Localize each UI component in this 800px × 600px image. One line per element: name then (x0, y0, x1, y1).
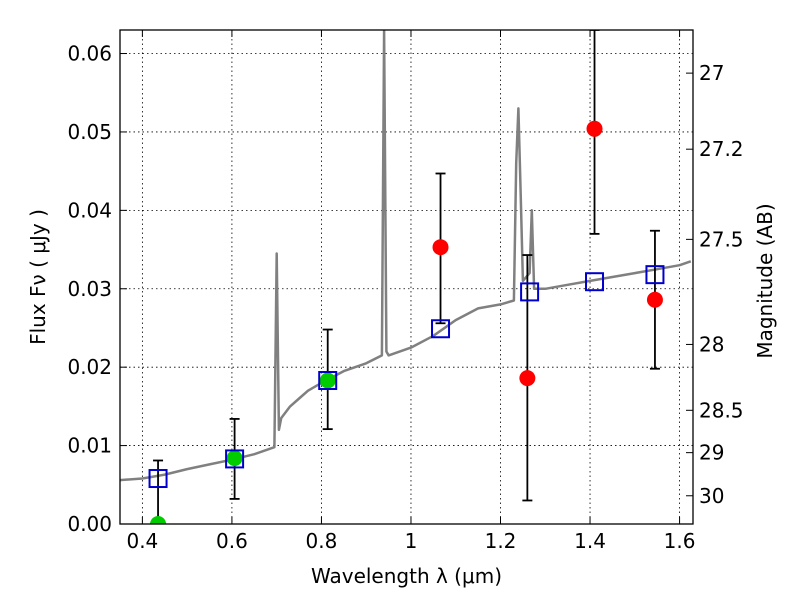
x-tick-label: 1.6 (664, 529, 696, 553)
data-point (320, 373, 336, 389)
right-tick-label: 27 (699, 61, 724, 85)
y-tick-label: 0.03 (67, 277, 112, 301)
right-tick-label: 28 (699, 332, 724, 356)
right-tick-label: 27.5 (699, 227, 744, 251)
right-tick-label: 29 (699, 441, 724, 465)
data-point (647, 292, 663, 308)
right-tick-label: 28.5 (699, 398, 744, 422)
model-spectrum (120, 30, 691, 480)
right-tick-label: 30 (699, 484, 724, 508)
y-tick-label: 0.05 (67, 120, 112, 144)
y-axis-label: Flux Fν ( μJy ) (26, 209, 50, 345)
x-tick-label: 1.4 (574, 529, 606, 553)
data-markers (150, 121, 664, 532)
x-tick-label: 1 (405, 529, 418, 553)
x-tick-label: 0.4 (126, 529, 158, 553)
model-point (521, 283, 538, 300)
spectrum-line (120, 30, 691, 480)
right-axis-label: Magnitude (AB) (753, 203, 777, 358)
y-tick-label: 0.04 (67, 198, 112, 222)
data-point (227, 450, 243, 466)
chart: 0.4 0.6 0.8 1 1.2 1.4 1.6 0.00 0.01 0.02 0.03 0.04 0… (0, 0, 800, 600)
x-tick-label: 0.8 (306, 529, 338, 553)
y-tick-label: 0.00 (67, 512, 112, 536)
tick-labels: 0.4 0.6 0.8 1 1.2 1.4 1.6 0.00 0.01 0.02 0.03 0.04 0… (67, 42, 743, 553)
x-tick-label: 0.6 (216, 529, 248, 553)
y-tick-label: 0.01 (67, 434, 112, 458)
data-point (587, 121, 603, 137)
data-point (433, 239, 449, 255)
right-tick-label: 27.2 (699, 137, 744, 161)
data-point (519, 370, 535, 386)
y-tick-label: 0.02 (67, 355, 112, 379)
x-tick-label: 1.2 (485, 529, 517, 553)
x-axis-label: Wavelength λ (μm) (311, 564, 502, 588)
y-tick-label: 0.06 (67, 42, 112, 66)
